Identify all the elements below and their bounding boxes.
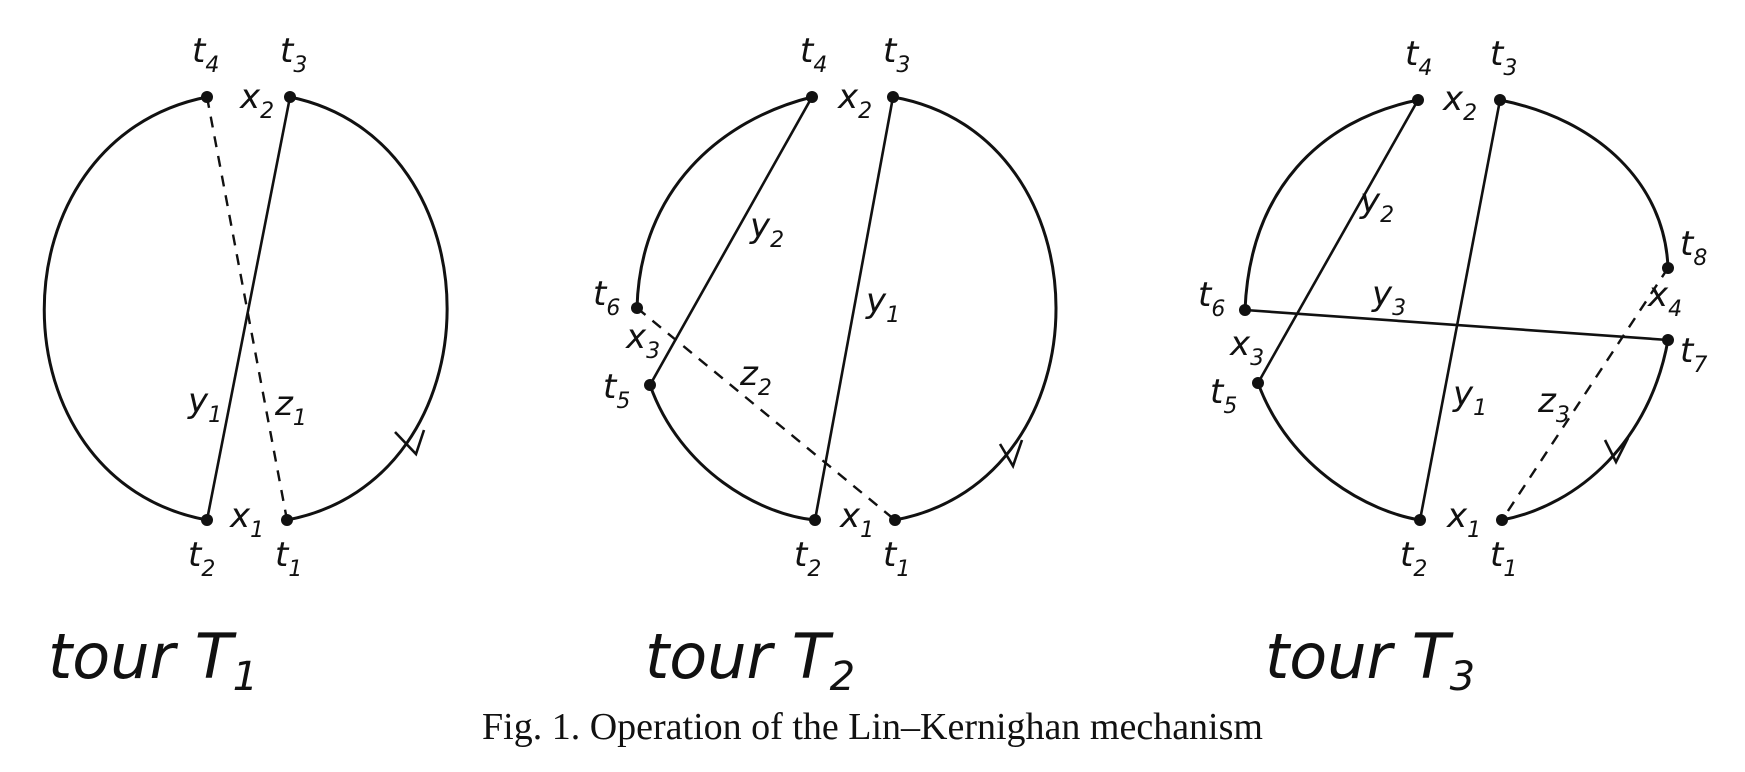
label-t3: t3	[1490, 34, 1517, 81]
node-t2	[1414, 514, 1426, 526]
tour-arc-t4-t6	[1243, 98, 1419, 311]
node-t3	[1494, 94, 1506, 106]
label-t1: t1	[1490, 535, 1517, 582]
figure-caption: Fig. 1. Operation of the Lin–Kernighan m…	[482, 706, 1263, 748]
label-t4: t4	[800, 31, 827, 78]
node-t8	[1662, 262, 1674, 274]
label-t4: t4	[1405, 34, 1432, 81]
label-t7: t7	[1680, 331, 1707, 378]
label-x3: x3	[1229, 324, 1264, 371]
tour-arc-right	[286, 95, 449, 522]
label-t2: t2	[1400, 535, 1427, 582]
tour-label-1: tour T1	[48, 620, 258, 700]
tour-arc-left	[42, 95, 208, 522]
tour-label-2: tour T2	[645, 620, 855, 700]
node-t6	[1239, 304, 1251, 316]
label-t2: t2	[794, 535, 821, 582]
label-t8: t8	[1680, 224, 1707, 271]
direction-arrow	[1603, 437, 1630, 465]
label-y2: y2	[1359, 181, 1394, 228]
label-x2: x2	[837, 77, 872, 124]
direction-arrow	[998, 439, 1024, 470]
node-t5	[644, 379, 656, 391]
label-t5: t5	[1210, 372, 1237, 419]
label-x3: x3	[625, 317, 660, 364]
direction-arrow	[394, 429, 426, 457]
diagram-tour-1: t4 t3 t2 t1 x2 x1 y1 z1 tour T1	[42, 31, 449, 700]
node-t4	[1412, 94, 1424, 106]
node-t3	[887, 91, 899, 103]
tour-arc-t7-t1	[1501, 339, 1670, 522]
edge-y2	[648, 96, 814, 386]
label-y1: y1	[187, 381, 222, 428]
label-t2: t2	[188, 535, 215, 582]
label-z3: z3	[1537, 381, 1570, 428]
label-x1: x1	[839, 496, 874, 543]
label-x1: x1	[1446, 496, 1481, 543]
tour-arc-t3-t1	[892, 95, 1058, 522]
label-x4: x4	[1647, 275, 1682, 322]
label-x2: x2	[1442, 79, 1477, 126]
edge-z3	[1500, 267, 1670, 521]
label-t1: t1	[883, 535, 910, 582]
label-z2: z2	[739, 354, 772, 401]
tour-label-3: tour T3	[1265, 620, 1475, 700]
edge-y1	[813, 96, 895, 521]
tour-arc-t5-t2	[648, 384, 816, 522]
node-t1	[889, 514, 901, 526]
tour-arc-t4-t6	[635, 95, 813, 309]
edge-y1	[1418, 99, 1502, 521]
node-t6	[631, 302, 643, 314]
label-x2: x2	[239, 77, 274, 124]
node-t5	[1252, 377, 1264, 389]
tour-arc-t3-t8	[1499, 98, 1670, 269]
label-y3: y3	[1371, 274, 1406, 321]
node-t2	[201, 514, 213, 526]
node-t4	[806, 91, 818, 103]
diagram-tour-3: t4 t3 t8 t6 t7 t5 t2 t1 x2 x4 x3 x1 y2 y…	[1198, 34, 1707, 700]
label-y1: y1	[865, 281, 900, 328]
node-t7	[1662, 334, 1674, 346]
diagram-tour-2: t4 t3 t6 t5 t2 t1 x2 x3 x1 y2 y1 z2 tour…	[593, 31, 1058, 700]
node-t3	[284, 91, 296, 103]
tour-arc-t5-t2	[1256, 382, 1421, 522]
node-t1	[1496, 514, 1508, 526]
label-x1: x1	[229, 496, 264, 543]
edge-y2	[1256, 99, 1420, 384]
label-t6: t6	[593, 274, 620, 321]
edge-z2	[636, 307, 896, 521]
label-z1: z1	[274, 384, 307, 431]
label-t3: t3	[280, 31, 307, 78]
label-t5: t5	[603, 367, 630, 414]
node-t2	[809, 514, 821, 526]
label-t3: t3	[883, 31, 910, 78]
label-y1: y1	[1452, 374, 1487, 421]
node-t4	[201, 91, 213, 103]
edge-y1	[205, 96, 292, 521]
node-t1	[281, 514, 293, 526]
label-t4: t4	[192, 31, 219, 78]
label-t6: t6	[1198, 275, 1225, 322]
label-t1: t1	[275, 535, 302, 582]
label-y2: y2	[749, 206, 784, 253]
